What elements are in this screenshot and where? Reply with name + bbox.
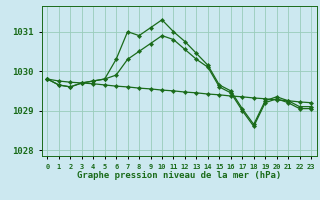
X-axis label: Graphe pression niveau de la mer (hPa): Graphe pression niveau de la mer (hPa) bbox=[77, 171, 281, 180]
